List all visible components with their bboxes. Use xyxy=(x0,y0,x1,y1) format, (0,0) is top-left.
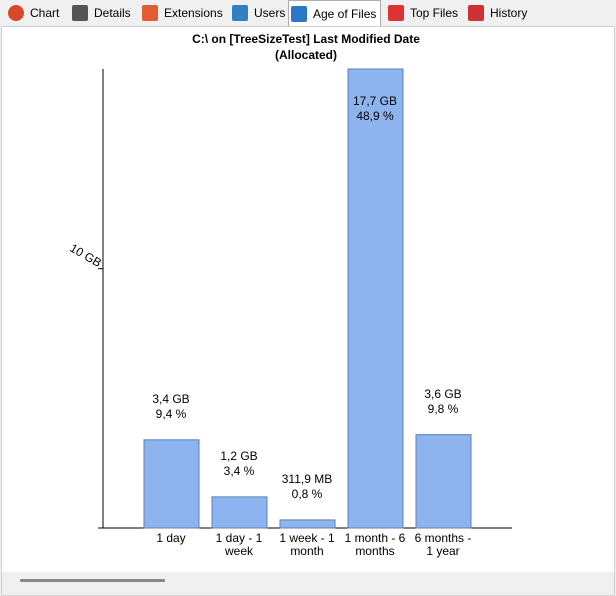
percent-label: 0,8 % xyxy=(292,487,323,501)
x-tick-label: 1 month - 6 months xyxy=(344,531,406,558)
chart-subtitle: (Allocated) xyxy=(275,48,337,62)
scroll-thumb[interactable] xyxy=(20,579,165,582)
tab[interactable]: Users xyxy=(230,2,289,24)
percent-label: 9,4 % xyxy=(156,407,187,421)
value-label: 3,4 GB xyxy=(152,392,189,406)
tab-label: Top Files xyxy=(410,6,459,20)
tab-bar: Chart Details Extensions Users Age of Files T… xyxy=(0,0,616,27)
tab-label: Extensions xyxy=(164,6,223,20)
tab-label: Chart xyxy=(30,6,60,20)
tab-icon xyxy=(72,5,88,21)
tab-icon xyxy=(8,5,24,21)
tab[interactable]: Chart xyxy=(6,2,63,24)
tab-icon xyxy=(468,5,484,21)
tab-icon xyxy=(232,5,248,21)
x-tick-label: 1 week - 1 month xyxy=(279,531,335,558)
tab[interactable]: Extensions xyxy=(140,2,227,24)
tab-label: Age of Files xyxy=(313,7,377,21)
value-label: 311,9 MB xyxy=(282,472,332,486)
tab-icon xyxy=(388,5,404,21)
bar xyxy=(415,434,472,529)
percent-label: 3,4 % xyxy=(224,464,255,478)
x-tick-label: 1 day xyxy=(156,531,186,545)
chart-title: C:\ on [TreeSizeTest] Last Modified Date xyxy=(192,32,420,46)
bar xyxy=(211,496,268,529)
tab[interactable]: History xyxy=(466,2,531,24)
percent-label: 48,9 % xyxy=(356,109,394,123)
tab-icon xyxy=(291,6,307,22)
tab[interactable]: Details xyxy=(70,2,135,24)
x-tick-label: 6 months - 1 year xyxy=(414,531,472,558)
tab-icon xyxy=(142,5,158,21)
value-label: 1,2 GB xyxy=(220,449,257,463)
tab[interactable]: Top Files xyxy=(386,2,462,24)
y-tick-label: 10 GB xyxy=(67,241,103,270)
x-tick-label: 1 day - 1 week xyxy=(215,531,263,558)
tab-label: Users xyxy=(254,6,286,20)
bar xyxy=(279,519,336,529)
value-label: 17,7 GB xyxy=(353,94,397,108)
tab-label: History xyxy=(490,6,528,20)
scrollbar[interactable] xyxy=(2,572,614,595)
value-label: 3,6 GB xyxy=(424,387,461,401)
tab-label: Details xyxy=(94,6,131,20)
tab[interactable]: Age of Files xyxy=(288,0,382,27)
chart-panel: C:\ on [TreeSizeTest] Last Modified Date… xyxy=(1,26,615,596)
bar xyxy=(347,68,404,529)
bar xyxy=(143,439,200,529)
percent-label: 9,8 % xyxy=(428,402,459,416)
chart: C:\ on [TreeSizeTest] Last Modified Date… xyxy=(67,32,512,529)
